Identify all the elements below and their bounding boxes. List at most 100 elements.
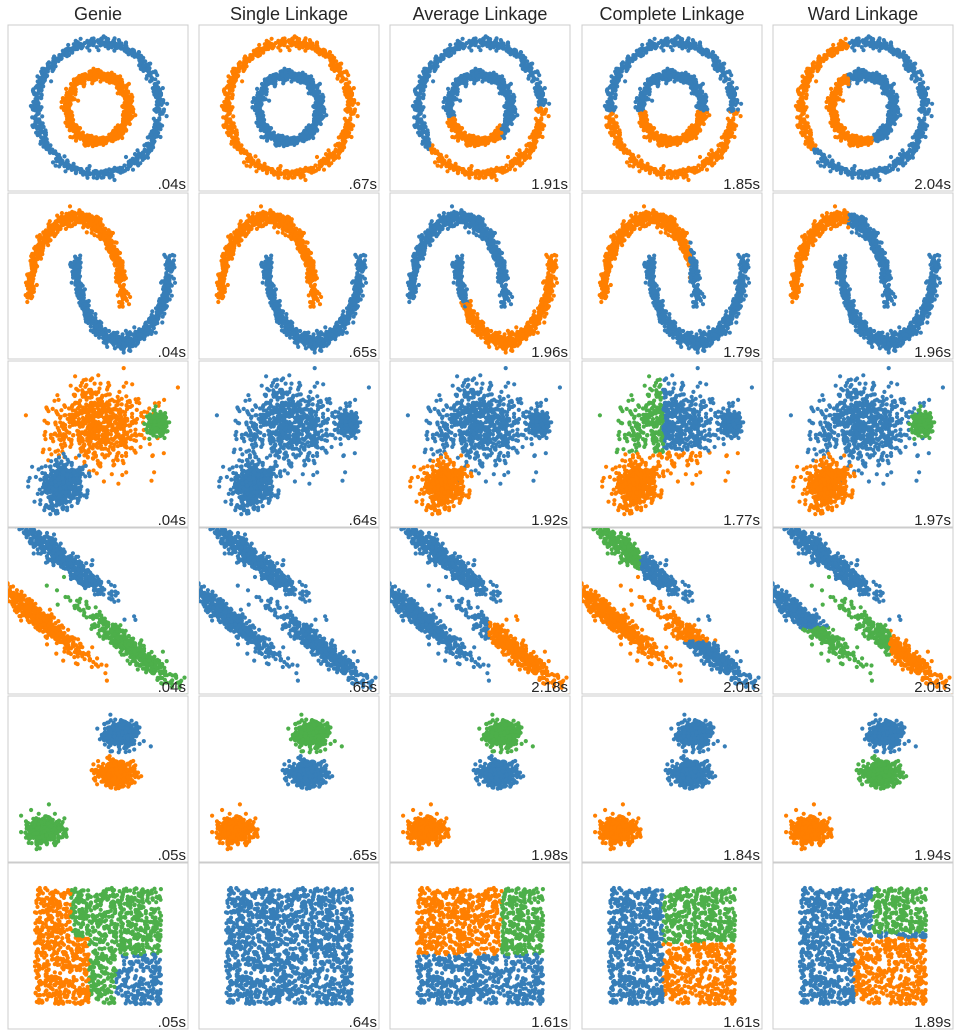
data-point (317, 162, 322, 167)
data-point (500, 74, 505, 79)
data-point (472, 81, 477, 86)
data-point (79, 46, 84, 51)
data-point (491, 170, 496, 175)
data-point (119, 79, 124, 84)
data-point (115, 84, 120, 89)
data-point (346, 120, 351, 125)
column-title: Average Linkage (413, 4, 548, 24)
data-point (277, 167, 282, 172)
data-point (36, 101, 41, 106)
data-point (352, 100, 357, 105)
data-point (285, 45, 290, 50)
data-point (422, 135, 427, 140)
scatter-points (28, 34, 170, 183)
data-point (504, 124, 509, 129)
data-point (520, 66, 525, 71)
data-point (60, 96, 65, 101)
data-point (442, 52, 447, 57)
data-point (356, 101, 361, 106)
data-point (422, 121, 427, 126)
data-point (441, 105, 446, 110)
data-point (470, 40, 475, 45)
data-point (98, 79, 103, 84)
data-point (497, 91, 502, 96)
data-point (482, 40, 487, 46)
data-point (504, 128, 509, 133)
data-point (156, 106, 161, 111)
data-point (77, 73, 82, 79)
data-point (285, 135, 290, 140)
data-point (446, 86, 451, 91)
column-title: Genie (74, 4, 122, 24)
data-point (474, 70, 479, 75)
data-point (146, 144, 151, 149)
data-point (505, 98, 511, 103)
data-point (148, 132, 153, 137)
data-point (145, 155, 150, 160)
data-point (51, 56, 56, 61)
data-point (320, 92, 325, 97)
data-point (436, 152, 441, 157)
data-point (416, 83, 421, 89)
data-point (524, 153, 529, 159)
data-point (38, 105, 43, 110)
data-point (526, 76, 531, 81)
data-point (473, 38, 478, 44)
data-point (533, 89, 538, 94)
data-point (275, 73, 280, 78)
data-point (265, 42, 270, 47)
data-point (328, 151, 333, 156)
data-point (297, 37, 302, 42)
data-point (50, 147, 55, 152)
data-point (259, 134, 264, 140)
data-point (546, 114, 551, 119)
data-point (153, 69, 158, 74)
data-point (448, 42, 453, 48)
column-title: Ward Linkage (808, 4, 918, 24)
data-point (463, 169, 468, 174)
data-point (106, 37, 111, 42)
data-point (337, 67, 342, 72)
data-point (236, 63, 242, 68)
data-point (257, 42, 262, 48)
data-point (439, 155, 444, 160)
data-point (34, 93, 39, 98)
data-point (228, 119, 233, 124)
data-point (254, 169, 259, 174)
data-point (158, 134, 163, 140)
data-point (242, 56, 247, 61)
data-point (276, 45, 281, 50)
data-point (81, 78, 86, 84)
data-point (69, 91, 74, 96)
data-point (424, 132, 430, 137)
data-point (432, 147, 437, 152)
data-point (37, 119, 42, 124)
data-point (448, 118, 453, 123)
data-point (224, 120, 229, 126)
data-point (347, 106, 352, 111)
data-point (272, 82, 277, 87)
data-point (43, 128, 48, 133)
data-point (426, 137, 431, 142)
data-point (132, 152, 138, 157)
data-point (114, 45, 119, 51)
data-point (500, 45, 505, 51)
timing-label: .04s (158, 176, 186, 193)
data-point (308, 126, 313, 131)
data-point (538, 106, 543, 111)
data-point (64, 93, 69, 98)
data-point (267, 98, 272, 103)
data-point (420, 105, 425, 110)
data-point (349, 134, 354, 140)
data-point (53, 163, 58, 168)
data-point (138, 66, 143, 71)
data-point (255, 93, 260, 98)
data-point (248, 155, 253, 160)
data-point (84, 73, 89, 78)
data-point (481, 139, 486, 144)
data-point (727, 69, 732, 74)
data-point (485, 168, 490, 173)
data-point (300, 76, 306, 81)
data-point (517, 148, 522, 153)
data-point (504, 163, 509, 168)
